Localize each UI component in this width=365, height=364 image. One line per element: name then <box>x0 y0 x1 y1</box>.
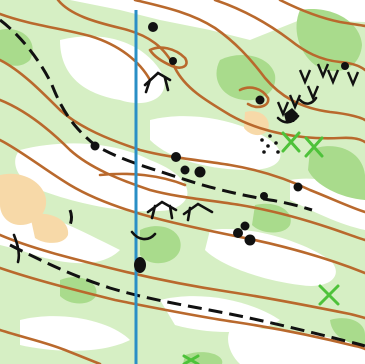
boulder <box>148 22 158 32</box>
cliff <box>298 96 318 105</box>
rocky-v-marks <box>276 63 360 118</box>
cliff <box>12 233 21 264</box>
cliff <box>130 230 157 241</box>
boulder <box>240 221 250 231</box>
cliff <box>182 202 214 222</box>
rock-pits <box>260 134 280 154</box>
boulder <box>255 95 265 105</box>
boulder <box>244 234 256 246</box>
boulder <box>194 166 206 178</box>
vegetation-x <box>281 131 301 153</box>
boulder <box>233 228 243 238</box>
cliff <box>276 114 300 124</box>
boulder <box>134 257 146 273</box>
boulder-cluster <box>284 108 298 122</box>
boulder <box>169 57 177 65</box>
boulder <box>341 62 349 70</box>
boulder <box>260 192 268 200</box>
boulders <box>90 22 349 273</box>
cliff <box>146 200 178 220</box>
rough-open-areas <box>0 111 269 243</box>
vegetation-x <box>304 136 324 158</box>
cliffs <box>12 71 318 264</box>
boulder <box>90 141 100 151</box>
boulder <box>180 165 190 175</box>
boulder <box>171 152 181 162</box>
cliff <box>143 71 172 94</box>
special-vegetation-features <box>182 131 340 364</box>
boulder <box>293 182 303 192</box>
vegetation-x <box>318 284 340 306</box>
vegetation-x <box>182 354 200 364</box>
dashed-tracks <box>0 18 365 348</box>
